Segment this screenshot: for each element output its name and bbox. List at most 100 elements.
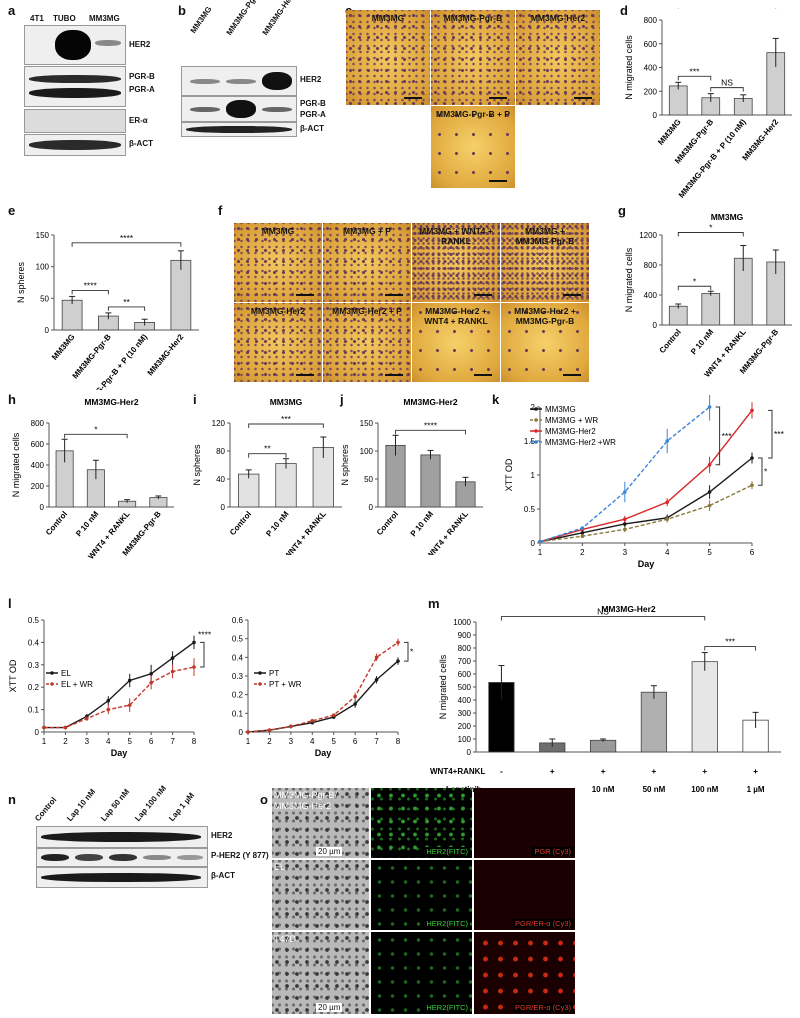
panel-label-k: k [492, 392, 500, 407]
scale-bar [404, 97, 422, 99]
line-chart-k: 0 0.5 1 1.5 2 1 2 3 4 5 6 Day XTT OD MM3MG MM3MG + WR M… [504, 395, 785, 569]
channel-label: PGR/ER-α (Cy3) [512, 919, 573, 928]
bar [238, 473, 260, 508]
y-tick-label: 0 [40, 503, 45, 512]
y-tick-label: 0 [531, 539, 536, 548]
row-label: HER2 [300, 75, 322, 84]
y-tick-label: 0.2 [28, 683, 40, 692]
micrograph: MM3MG + WNT4 + RANKL [412, 223, 500, 302]
significance-bracket [64, 433, 128, 439]
significance-bracket [395, 429, 466, 435]
panel-label-j: j [340, 392, 344, 407]
blot-strip [181, 96, 297, 122]
micrograph: MM3MG-Pgr-B + P [431, 106, 515, 188]
micrograph-label: MM3MG-Pgr-B [443, 13, 503, 23]
y-tick-label: 150 [360, 419, 374, 428]
x-tick-label: MM3MG-Her2 [146, 332, 186, 377]
row-label: P-HER2 (Y 877) [211, 851, 269, 860]
x-axis-label: Day [315, 748, 332, 758]
series-line [539, 409, 753, 543]
significance-bracket [248, 453, 287, 458]
significance-bracket [677, 75, 712, 81]
y-tick-label: 0.1 [232, 709, 244, 718]
data-point [192, 640, 196, 645]
band [41, 854, 69, 861]
significance-label: **** [120, 233, 134, 243]
lane-label: Lap 50 nM [99, 787, 132, 823]
micrograph-label: MM3MG + P [343, 226, 391, 236]
chart-title: MM3MG-Her2 [84, 397, 139, 407]
band [55, 30, 91, 60]
condition-label: 50 nM [643, 785, 666, 794]
series-line [539, 457, 753, 543]
brightfield-image: EL [272, 860, 369, 930]
legend-label: MM3MG-Her2 +WR [545, 438, 616, 447]
x-axis-label: Day [638, 559, 655, 569]
condition-label: + [702, 766, 707, 776]
data-point [374, 655, 379, 660]
y-tick-label: 1000 [453, 618, 471, 627]
y-tick-label: 0 [45, 326, 50, 335]
significance-label: **** [198, 629, 212, 639]
cy3-image: PGR/ER-α (Cy3) [474, 932, 575, 1014]
x-tick-label: 5 [707, 548, 712, 557]
y-tick-label: 0.5 [28, 616, 40, 625]
blot-strip [24, 66, 126, 107]
line-chart-l-pt: 0 0.1 0.2 0.3 0.4 0.5 0.6 1 2 3 4 5 6 7 8 Day PT PT + WR * [232, 616, 414, 758]
row-label: ER-α [129, 116, 148, 125]
x-tick-label: 6 [353, 737, 358, 746]
data-point [580, 531, 585, 535]
band [177, 855, 203, 860]
y-tick-label: 100 [458, 735, 472, 744]
panel-label-b: b [178, 3, 186, 18]
y-axis-label: N migrated cells [624, 35, 634, 100]
y-tick-label: 0.2 [232, 691, 244, 700]
data-point [623, 517, 627, 521]
x-tick-label: 6 [750, 548, 755, 557]
lane-label: MM3MG [188, 4, 214, 35]
bar [668, 85, 688, 116]
bar-chart-g: MM3MG 0 400 800 1200 N migrated cells Control P… [624, 212, 792, 379]
data-point [63, 725, 68, 730]
scale-bar [563, 374, 581, 376]
data-point [310, 719, 315, 723]
band [29, 75, 121, 83]
fitc-image: HER2(FITC) [371, 932, 472, 1014]
y-tick-label: 300 [458, 709, 472, 718]
row-label: HER2 [211, 831, 233, 840]
legend-label: MM3MG + WR [545, 416, 598, 425]
data-point [665, 439, 669, 443]
x-tick-label: 7 [170, 737, 175, 746]
significance-label: ** [264, 444, 271, 454]
data-point [353, 702, 357, 706]
channel-label: HER2(FITC) [424, 1003, 470, 1012]
scale-bar [474, 294, 492, 296]
condition-label: + [550, 766, 555, 776]
data-point [750, 456, 754, 460]
micrograph: MM3MG-Her2 [516, 10, 600, 105]
condition-label: 100 nM [691, 785, 718, 794]
y-axis-label: N spheres [340, 444, 350, 486]
band [190, 107, 220, 112]
x-tick-label: 3 [85, 737, 90, 746]
micrograph-label: MM3MG + WNT4 + RANKL [419, 226, 493, 246]
x-tick-label: P 10 nM [264, 509, 290, 538]
y-tick-label: 600 [31, 440, 45, 449]
significance-label: * [764, 467, 768, 477]
data-point [246, 730, 250, 734]
x-tick-label: MM3MG-Pgr-B [71, 332, 113, 380]
data-point [170, 656, 175, 660]
data-point [707, 490, 712, 494]
scale-bar [474, 374, 492, 376]
panel-label-o: o [260, 792, 268, 807]
lane-label: MM3MG-Pgr-B [224, 0, 264, 37]
blot-strip [36, 826, 208, 848]
y-tick-label: 0.4 [232, 653, 244, 662]
y-tick-label: 80 [216, 447, 225, 456]
significance-label: *** [281, 414, 292, 424]
micrograph-label: MM3MG-Pgr-B + P [436, 109, 510, 119]
lane-label: TUBO [53, 14, 76, 23]
y-tick-label: 0 [653, 321, 658, 330]
y-tick-label: 50 [364, 475, 373, 484]
blot-strip [181, 66, 297, 96]
